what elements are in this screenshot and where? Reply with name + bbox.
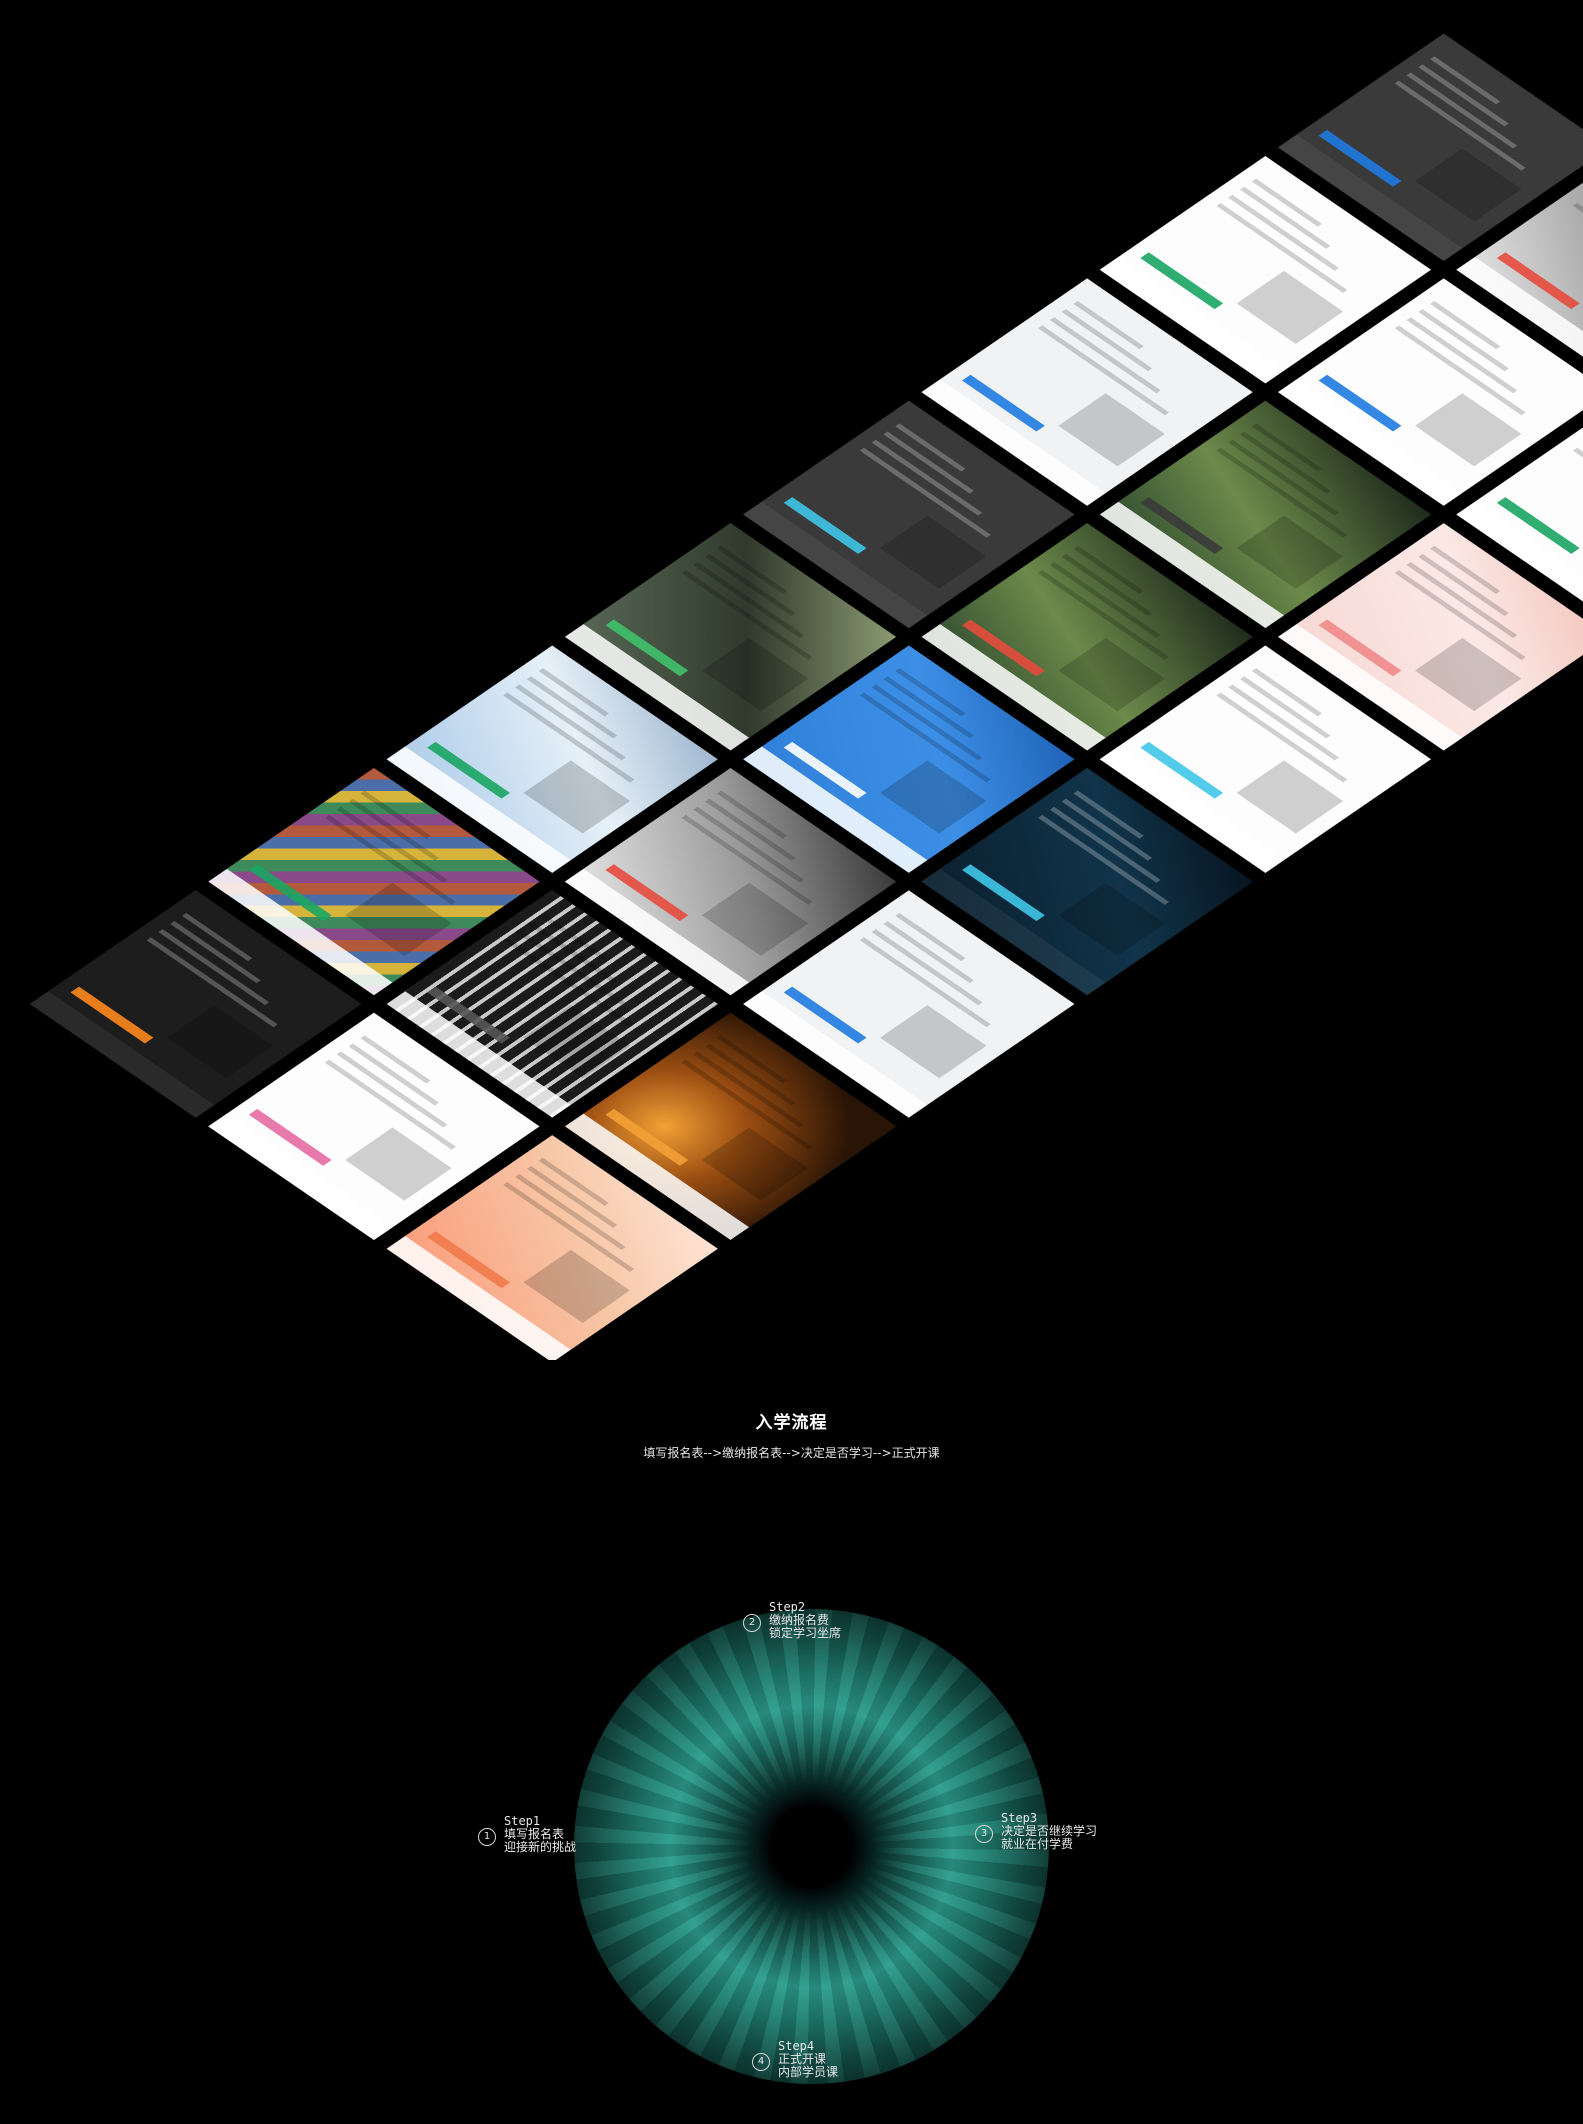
thumbnail-content-line bbox=[336, 806, 448, 883]
thumbnail-content-line bbox=[515, 1173, 626, 1250]
step-line-2: 就业在付学费 bbox=[1001, 1837, 1074, 1851]
thumbnail-header-bar bbox=[208, 1113, 393, 1241]
thumbnail-content-line bbox=[1406, 317, 1518, 394]
thumbnail-content-line bbox=[1418, 309, 1509, 372]
vortex-graphic bbox=[574, 1609, 1049, 2084]
thumbnail-content-line bbox=[1418, 64, 1509, 127]
thumbnail-content-line bbox=[1240, 676, 1331, 739]
thumbnail-content-line bbox=[871, 439, 983, 516]
thumbnail-content-line bbox=[1418, 553, 1509, 616]
thumbnail-content-line bbox=[871, 929, 983, 1006]
thumbnail-content-line bbox=[1049, 806, 1161, 883]
thumbnail-content-line bbox=[1061, 309, 1153, 372]
thumbnail-content-line bbox=[336, 1051, 448, 1128]
step-number-badge: 4 bbox=[752, 2053, 770, 2071]
vortex-swirl bbox=[574, 1609, 1049, 2084]
thumbnail-content-line bbox=[693, 1051, 805, 1128]
thumbnail-content-line bbox=[1240, 431, 1331, 494]
step-line-2: 迎接新的挑战 bbox=[504, 1840, 577, 1854]
thumbnail-content-line bbox=[526, 921, 618, 984]
thumbnail-content-line bbox=[170, 921, 261, 984]
thumbnail-content-line bbox=[693, 562, 805, 639]
thumbnail-content-line bbox=[1228, 439, 1339, 516]
thumbnail-content-line bbox=[348, 1043, 439, 1106]
step-line-1: 填写报名表 bbox=[504, 1827, 565, 1841]
thumbnail-content-line bbox=[1061, 798, 1153, 861]
thumbnail-header-bar bbox=[386, 1236, 571, 1360]
thumbnail-content-line bbox=[883, 431, 974, 494]
thumbnail-content-line bbox=[693, 806, 805, 883]
thumbnail-content-line bbox=[1406, 562, 1518, 639]
thumbnail-content-line bbox=[705, 1043, 796, 1106]
thumbnail-content-line bbox=[1240, 186, 1331, 249]
thumbnail-content-line bbox=[1228, 684, 1339, 761]
step-text: Step1 填写报名表 迎接新的挑战 bbox=[504, 1815, 576, 1854]
thumbnail-content-line bbox=[526, 1165, 618, 1228]
step-line-1: 缴纳报名费 bbox=[769, 1613, 830, 1627]
website-showcase bbox=[30, 33, 1583, 1360]
step-line-1: 决定是否继续学习 bbox=[1001, 1824, 1098, 1838]
step-line-1: 正式开课 bbox=[778, 2052, 827, 2066]
thumbnail-content-line bbox=[1061, 553, 1153, 616]
thumbnail-content-line bbox=[1572, 447, 1583, 538]
thumbnail-content-line bbox=[883, 676, 974, 739]
step-line-2: 内部学员课 bbox=[778, 2065, 839, 2079]
thumbnail-content-line bbox=[705, 553, 796, 616]
thumbnail-content-line bbox=[158, 929, 270, 1006]
step-number-badge: 3 bbox=[975, 1825, 993, 1843]
step-text: Step3 决定是否继续学习 就业在付学费 bbox=[1001, 1812, 1097, 1851]
step-text: Step4 正式开课 内部学员课 bbox=[778, 2040, 838, 2079]
thumbnail-content-line bbox=[1572, 203, 1583, 293]
thumbnail-content-line bbox=[1406, 72, 1518, 149]
thumbnail-content-line bbox=[1228, 194, 1339, 271]
process-title: 入学流程 bbox=[755, 1413, 828, 1433]
step-line-2: 锁定学习坐席 bbox=[769, 1626, 842, 1640]
thumbnail-content-line bbox=[515, 684, 626, 761]
step-number-badge: 1 bbox=[478, 1828, 496, 1846]
step-label: Step2 bbox=[769, 1600, 806, 1614]
step-text: Step2 缴纳报名费 锁定学习坐席 bbox=[769, 1601, 841, 1640]
step-label: Step3 bbox=[1001, 1811, 1038, 1825]
thumbnail-content-line bbox=[348, 798, 439, 861]
step-label: Step1 bbox=[504, 1814, 541, 1828]
thumbnail-content-line bbox=[705, 798, 796, 861]
thumbnail-content-line bbox=[515, 929, 626, 1006]
thumbnail-content-line bbox=[883, 921, 974, 984]
process-subtitle: 填写报名表-->缴纳报名表-->决定是否学习-->正式开课 bbox=[643, 1446, 940, 1460]
thumbnail-content-line bbox=[526, 676, 618, 739]
step-number-badge: 2 bbox=[743, 1614, 761, 1632]
thumbnail-content-line bbox=[1049, 562, 1161, 639]
thumbnail-content-line bbox=[871, 684, 983, 761]
thumbnail-content-line bbox=[1049, 317, 1161, 394]
step-label: Step4 bbox=[778, 2039, 815, 2053]
thumbnail-header-bar bbox=[30, 991, 215, 1118]
